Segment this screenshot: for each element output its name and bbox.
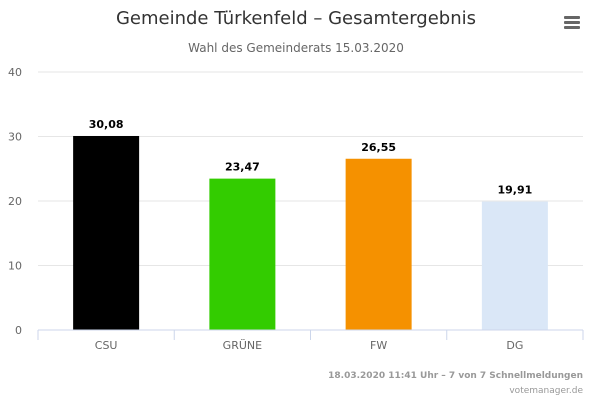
y-tick-label: 0 xyxy=(15,324,22,337)
data-label: 23,47 xyxy=(225,161,260,174)
y-tick-label: 40 xyxy=(8,66,22,79)
data-label: 30,08 xyxy=(89,118,124,131)
y-tick-label: 20 xyxy=(8,195,22,208)
bar-csu[interactable] xyxy=(73,135,140,330)
credits-line-1: 18.03.2020 11:41 Uhr – 7 von 7 Schnellme… xyxy=(328,371,583,381)
bars xyxy=(73,135,548,330)
chart-subtitle: Wahl des Gemeinderats 15.03.2020 xyxy=(188,41,404,55)
credits-line-2[interactable]: votemanager.de xyxy=(509,386,583,396)
data-label: 19,91 xyxy=(497,184,532,197)
data-labels: 30,08 23,47 26,55 19,91 xyxy=(89,118,533,197)
x-axis-label: GRÜNE xyxy=(223,339,262,352)
y-tick-label: 10 xyxy=(8,260,22,273)
x-axis-ticks xyxy=(37,330,584,340)
bar-grüne[interactable] xyxy=(209,178,276,330)
data-label: 26,55 xyxy=(361,141,396,154)
bar-dg[interactable] xyxy=(481,201,548,330)
y-axis-ticks: 0 10 20 30 40 xyxy=(8,66,22,337)
x-axis-label: CSU xyxy=(95,339,118,352)
x-axis-label: FW xyxy=(370,339,387,352)
bar-fw[interactable] xyxy=(345,158,412,330)
chart-title: Gemeinde Türkenfeld – Gesamtergebnis xyxy=(116,8,476,29)
y-tick-label: 30 xyxy=(8,131,22,144)
x-axis-labels: CSU GRÜNE FW DG xyxy=(95,339,524,352)
hamburger-menu-icon[interactable] xyxy=(560,12,584,34)
x-axis-label: DG xyxy=(506,339,523,352)
